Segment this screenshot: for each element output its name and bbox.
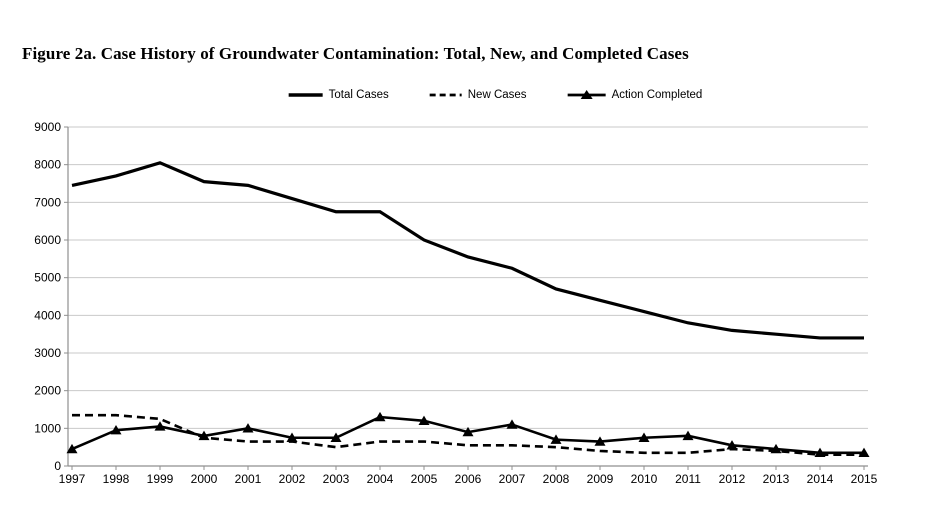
svg-text:2010: 2010 (631, 472, 658, 486)
legend-label-new-cases: New Cases (467, 89, 527, 101)
svg-text:2006: 2006 (455, 472, 482, 486)
svg-text:1999: 1999 (147, 472, 174, 486)
solid-line-icon (288, 93, 323, 97)
chart-legend: Total Cases New Cases Action Completed (288, 88, 703, 102)
svg-text:2013: 2013 (763, 472, 790, 486)
svg-text:9000: 9000 (34, 120, 61, 134)
dashed-line-icon (429, 93, 462, 97)
svg-text:2007: 2007 (499, 472, 526, 486)
figure-title: Figure 2a. Case History of Groundwater C… (22, 44, 689, 63)
svg-text:1998: 1998 (103, 472, 130, 486)
triangle-marker-line-icon (567, 90, 606, 99)
svg-text:2003: 2003 (323, 472, 350, 486)
svg-text:2004: 2004 (367, 472, 394, 486)
svg-text:2008: 2008 (543, 472, 570, 486)
legend-label-total-cases: Total Cases (328, 89, 389, 101)
svg-text:2005: 2005 (411, 472, 438, 486)
svg-text:2015: 2015 (851, 472, 878, 486)
svg-text:1997: 1997 (59, 472, 86, 486)
legend-item-action-completed: Action Completed (567, 88, 703, 102)
svg-text:2009: 2009 (587, 472, 614, 486)
svg-text:6000: 6000 (34, 233, 61, 247)
legend-label-action-completed: Action Completed (611, 89, 703, 101)
svg-text:8000: 8000 (34, 158, 61, 172)
svg-text:2000: 2000 (191, 472, 218, 486)
svg-text:2012: 2012 (719, 472, 746, 486)
svg-text:4000: 4000 (34, 308, 61, 322)
svg-text:2014: 2014 (807, 472, 834, 486)
svg-text:7000: 7000 (34, 195, 61, 209)
svg-text:5000: 5000 (34, 271, 61, 285)
svg-text:2011: 2011 (675, 472, 701, 486)
svg-text:1000: 1000 (34, 421, 61, 435)
svg-text:3000: 3000 (34, 346, 61, 360)
svg-text:2002: 2002 (279, 472, 306, 486)
legend-item-new-cases: New Cases (429, 89, 527, 101)
svg-text:2001: 2001 (235, 472, 262, 486)
svg-text:0: 0 (54, 459, 61, 473)
svg-text:2000: 2000 (34, 384, 61, 398)
legend-item-total-cases: Total Cases (288, 89, 389, 101)
